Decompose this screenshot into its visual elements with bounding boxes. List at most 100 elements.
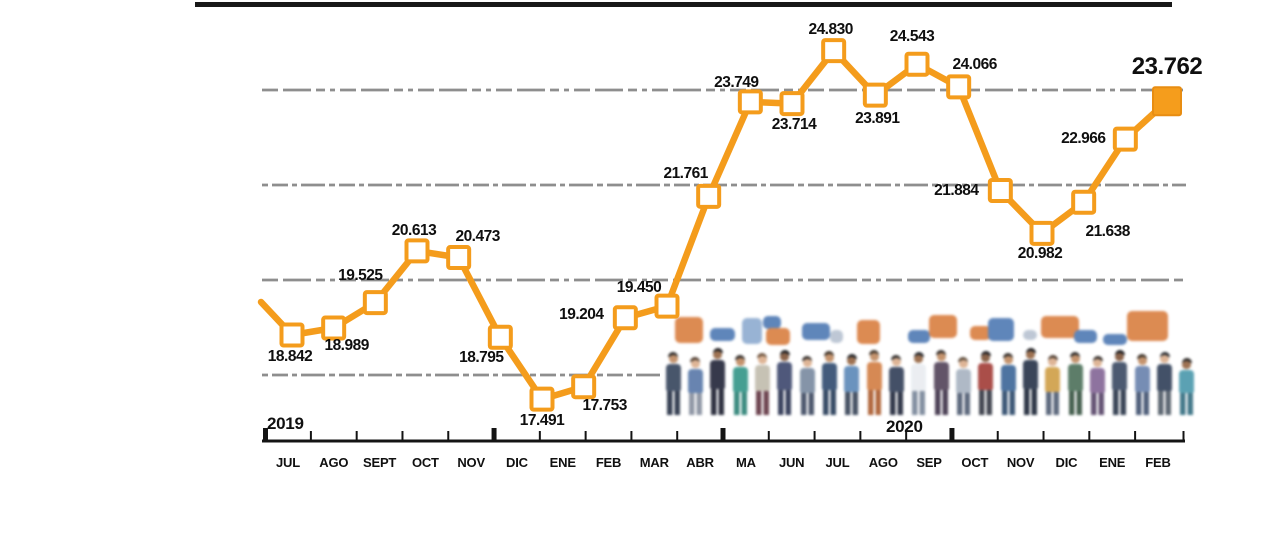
data-point-marker (529, 386, 555, 412)
person-part (844, 366, 860, 392)
speech-bubble-icon (742, 318, 762, 344)
person-part (891, 358, 901, 366)
person-part (1159, 352, 1170, 357)
crowd-illustration (663, 300, 1197, 418)
person-icon (978, 350, 994, 415)
month-label: ENE (549, 455, 576, 470)
data-point-marker (696, 183, 722, 209)
value-label: 22.966 (1061, 130, 1106, 148)
person-part (1090, 368, 1106, 393)
speech-bubble-icon (1074, 330, 1097, 343)
person-part (888, 367, 904, 392)
person-part (956, 393, 970, 415)
value-label: 19.450 (616, 279, 662, 297)
month-label: ENE (1099, 455, 1126, 470)
person-icon (665, 351, 681, 415)
person-part (936, 353, 946, 361)
speech-bubble-icon (710, 328, 735, 341)
person-part (799, 368, 815, 393)
person-part (958, 357, 969, 362)
person-part (824, 351, 835, 356)
speech-bubble-icon (1103, 334, 1127, 345)
person-icon (888, 355, 904, 415)
person-part (911, 364, 927, 391)
speech-bubble-icon (1127, 311, 1168, 341)
person-part (1000, 365, 1016, 391)
value-label: 20.982 (1017, 245, 1063, 263)
month-label: AGO (319, 455, 349, 470)
person-icon (1000, 353, 1016, 415)
value-label: 17.753 (582, 396, 627, 414)
speech-bubble-icon (802, 323, 830, 340)
person-icon (1067, 351, 1083, 415)
person-icon (1134, 354, 1150, 415)
person-part (710, 360, 726, 389)
person-part (713, 351, 723, 359)
person-part (980, 351, 991, 356)
person-part (1182, 360, 1192, 369)
person-part (1137, 357, 1147, 365)
value-label: 21.761 (663, 165, 708, 183)
person-part (979, 390, 993, 415)
person-part (754, 365, 770, 391)
value-label: 20.473 (455, 227, 500, 245)
person-part (1001, 391, 1015, 415)
person-part (757, 356, 767, 364)
month-label: ABR (686, 455, 714, 470)
person-part (1179, 369, 1195, 394)
person-part (869, 353, 879, 361)
value-label: 18.989 (324, 337, 369, 355)
person-part (1181, 358, 1192, 363)
person-part (1070, 355, 1080, 363)
person-part (1045, 367, 1061, 392)
data-point-marker (946, 74, 972, 100)
person-icon (821, 350, 837, 415)
person-part (1025, 348, 1036, 353)
speech-bubble-icon (970, 326, 991, 340)
person-part (978, 363, 994, 390)
data-point-marker (862, 82, 888, 108)
person-part (1134, 366, 1150, 392)
person-icon (1090, 356, 1106, 415)
person-icon (933, 349, 949, 415)
person-part (757, 353, 768, 358)
person-icon (710, 347, 726, 415)
month-label: DIC (506, 455, 528, 470)
month-label: OCT (961, 455, 989, 470)
person-part (733, 392, 747, 415)
month-label: JUL (276, 455, 300, 470)
person-part (934, 390, 948, 415)
person-part (687, 369, 703, 393)
value-label: 18.795 (459, 349, 504, 367)
data-point-marker-highlight (1152, 86, 1182, 117)
person-icon (1045, 355, 1061, 415)
person-part (845, 392, 859, 415)
person-icon (732, 355, 748, 415)
value-label: 24.066 (952, 55, 997, 73)
data-point-marker (487, 324, 513, 350)
value-label: 24.830 (808, 20, 853, 38)
person-part (866, 362, 882, 390)
data-point-marker (821, 38, 847, 64)
month-label: DIC (1055, 455, 1078, 470)
person-icon (1179, 358, 1195, 415)
data-point-marker (362, 290, 388, 316)
month-label: SEP (916, 455, 942, 470)
person-icon (844, 354, 860, 415)
data-point-marker (904, 51, 930, 77)
person-icon (955, 357, 971, 415)
month-label: AGO (868, 455, 898, 470)
year-label-2019: 2019 (267, 414, 304, 433)
speech-bubble-icon (766, 328, 790, 345)
person-icon (911, 351, 927, 415)
person-part (1092, 356, 1103, 361)
data-point-marker (1029, 220, 1055, 246)
person-part (981, 354, 991, 362)
person-icon (866, 348, 882, 415)
person-part (1003, 356, 1013, 364)
person-part (1047, 355, 1058, 360)
month-label: JUN (778, 455, 805, 470)
data-point-marker (1112, 126, 1138, 152)
